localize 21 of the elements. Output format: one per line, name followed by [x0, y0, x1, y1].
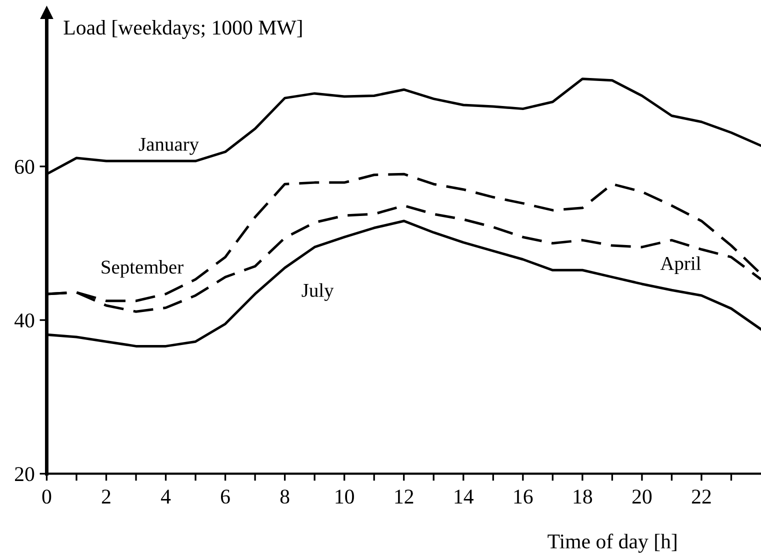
- y-tick-label: 60: [14, 160, 34, 174]
- y-tick-label: 40: [14, 313, 34, 328]
- x-tick-label: 8: [280, 490, 290, 504]
- x-tick-label: 0: [42, 490, 52, 504]
- x-tick-label: 16: [514, 490, 533, 504]
- x-tick-label: 2: [102, 490, 110, 504]
- x-tick-label: 4: [160, 490, 171, 504]
- x-tick-label: 20: [632, 490, 652, 504]
- x-tick-label: 14: [454, 490, 474, 504]
- x-tick-label: 18: [574, 490, 592, 504]
- y-axis-title: Load [weekdays; 1000 MW]: [64, 20, 302, 39]
- x-tick-label: 10: [336, 490, 354, 504]
- x-axis-title: Time of day [h]: [548, 534, 676, 553]
- series-label: April: [660, 256, 701, 274]
- x-tick-label: 22: [692, 490, 711, 504]
- series-label: September: [102, 260, 184, 278]
- x-tick-label: 6: [220, 490, 230, 504]
- y-tick-label: 20: [15, 467, 34, 482]
- series-label: July: [302, 283, 334, 301]
- x-tick-label: 12: [395, 490, 414, 504]
- series-label: January: [138, 138, 199, 155]
